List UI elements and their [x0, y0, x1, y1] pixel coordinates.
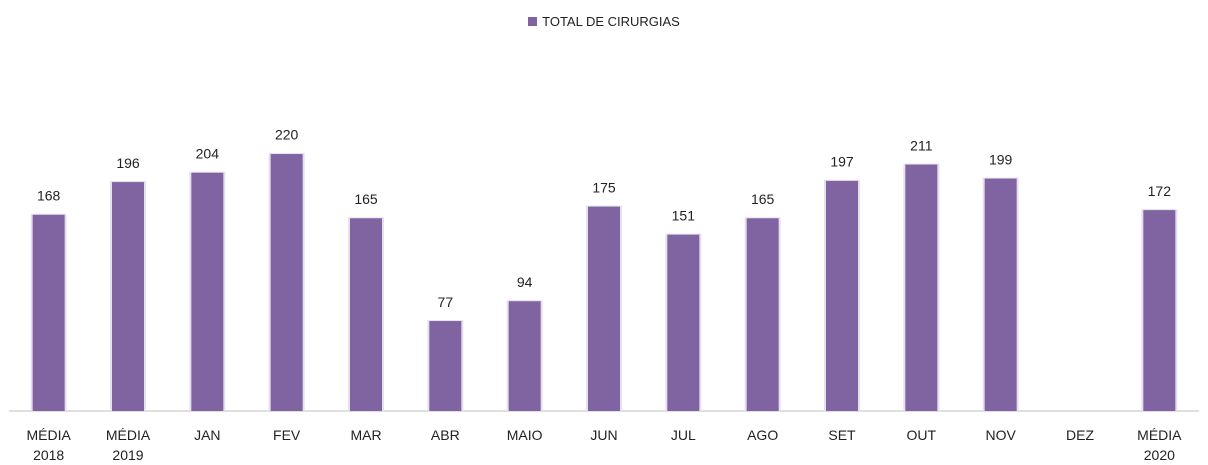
bar: [667, 234, 700, 411]
x-tick-label: MÉDIA 2019: [105, 427, 151, 463]
x-tick-label: ABR: [430, 427, 460, 443]
bar: [1143, 210, 1176, 411]
value-label: 175: [592, 179, 616, 195]
legend: TOTAL DE CIRURGIAS: [0, 14, 1208, 29]
x-tick-label: OUT: [906, 427, 937, 443]
value-label: 196: [116, 155, 140, 171]
bar: [905, 164, 938, 411]
value-label: 197: [830, 154, 854, 170]
x-tick-label: JUN: [590, 427, 618, 443]
legend-label: TOTAL DE CIRURGIAS: [542, 14, 680, 29]
bar: [112, 182, 144, 411]
value-label: 165: [751, 191, 775, 207]
x-tick-label: MAIO: [506, 427, 543, 443]
x-tick-label: JUL: [670, 427, 696, 443]
value-label: 199: [989, 151, 1013, 167]
value-label: 204: [196, 145, 220, 161]
x-tick-label: JAN: [194, 427, 221, 443]
x-tick-label: NOV: [985, 427, 1016, 443]
x-tick-label: SET: [828, 427, 856, 443]
x-tick-label: AGO: [747, 427, 779, 443]
value-label: 172: [1148, 183, 1172, 199]
bar: [191, 172, 224, 411]
bar: [984, 178, 1017, 411]
bar: [826, 180, 858, 411]
x-tick-label: MAR: [350, 427, 382, 443]
value-label: 94: [517, 274, 533, 290]
value-label: 165: [354, 191, 378, 207]
bar: [350, 218, 382, 411]
value-label: 168: [37, 187, 61, 203]
bar: [32, 214, 65, 411]
value-label: 220: [275, 127, 299, 143]
value-label: 77: [438, 294, 454, 310]
x-tick-label: MÉDIA 2018: [26, 427, 71, 463]
value-label: 211: [910, 137, 933, 153]
x-tick-label: DEZ: [1066, 427, 1094, 443]
bar: [429, 321, 462, 411]
bar: [746, 218, 779, 411]
bar: [270, 154, 303, 412]
value-label: 151: [672, 207, 696, 223]
x-tick-label: MÉDIA 2020: [1137, 427, 1182, 463]
bar: [508, 301, 541, 411]
bar: [588, 206, 620, 411]
x-tick-label: FEV: [273, 427, 301, 443]
legend-swatch: [528, 17, 538, 26]
